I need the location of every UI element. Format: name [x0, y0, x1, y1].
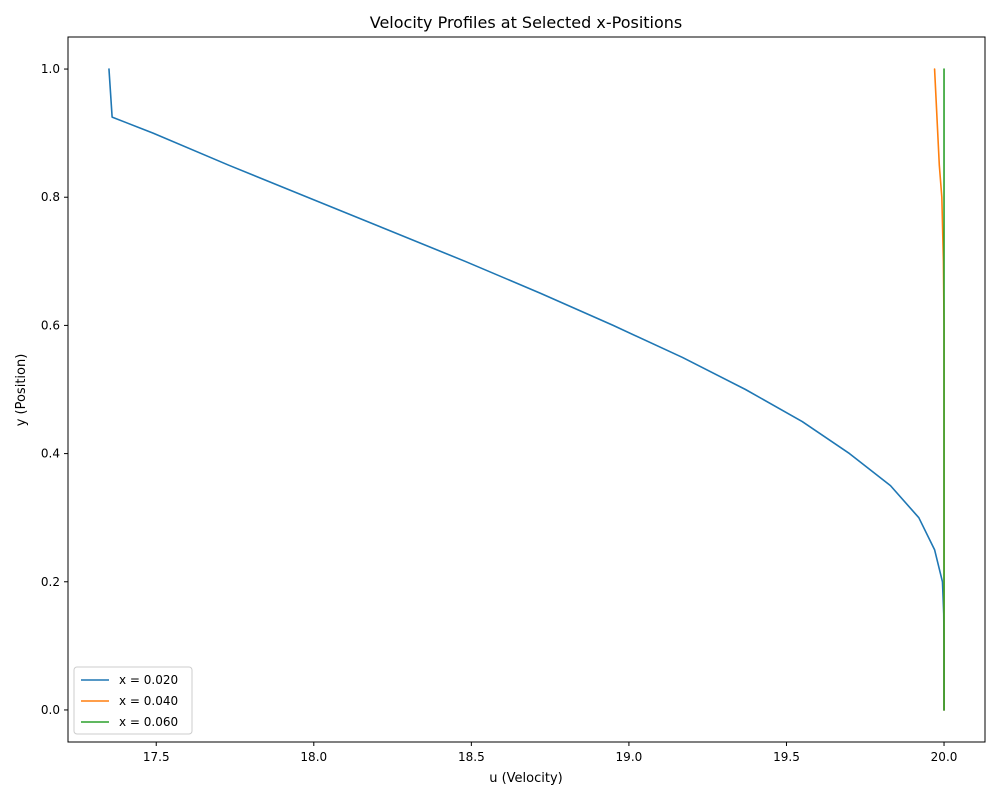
- x-tick-label: 19.0: [616, 750, 643, 764]
- y-tick-label: 0.0: [41, 703, 60, 717]
- series-line-2: [933, 68, 945, 711]
- x-tick-label: 19.5: [773, 750, 800, 764]
- chart-title: Velocity Profiles at Selected x-Position…: [370, 13, 683, 32]
- y-tick-label: 0.6: [41, 318, 60, 332]
- plot-layer: 17.5 18.0 18.5 19.0 19.5 20.0 0.0 0.2 0.4 0.6 0.8 1…: [41, 36, 986, 764]
- legend-label-2: x = 0.040: [119, 694, 178, 708]
- plot-frame: [67, 36, 986, 743]
- legend: x = 0.020 x = 0.040 x = 0.060: [73, 666, 193, 735]
- x-tick-label: 17.5: [143, 750, 170, 764]
- legend-label-1: x = 0.020: [119, 673, 178, 687]
- legend-box: [73, 666, 193, 735]
- x-tick-label: 20.0: [931, 750, 958, 764]
- y-axis-label: y (Position): [14, 354, 29, 427]
- x-axis-label: u (Velocity): [489, 771, 563, 786]
- y-tick-label: 0.4: [41, 447, 60, 461]
- y-tick-label: 1.0: [41, 62, 60, 76]
- x-tick-label: 18.5: [458, 750, 485, 764]
- y-tick-label: 0.8: [41, 190, 60, 204]
- legend-label-3: x = 0.060: [119, 715, 178, 729]
- y-tick-label: 0.2: [41, 575, 60, 589]
- series-line-1: [108, 68, 945, 711]
- x-tick-label: 18.0: [300, 750, 327, 764]
